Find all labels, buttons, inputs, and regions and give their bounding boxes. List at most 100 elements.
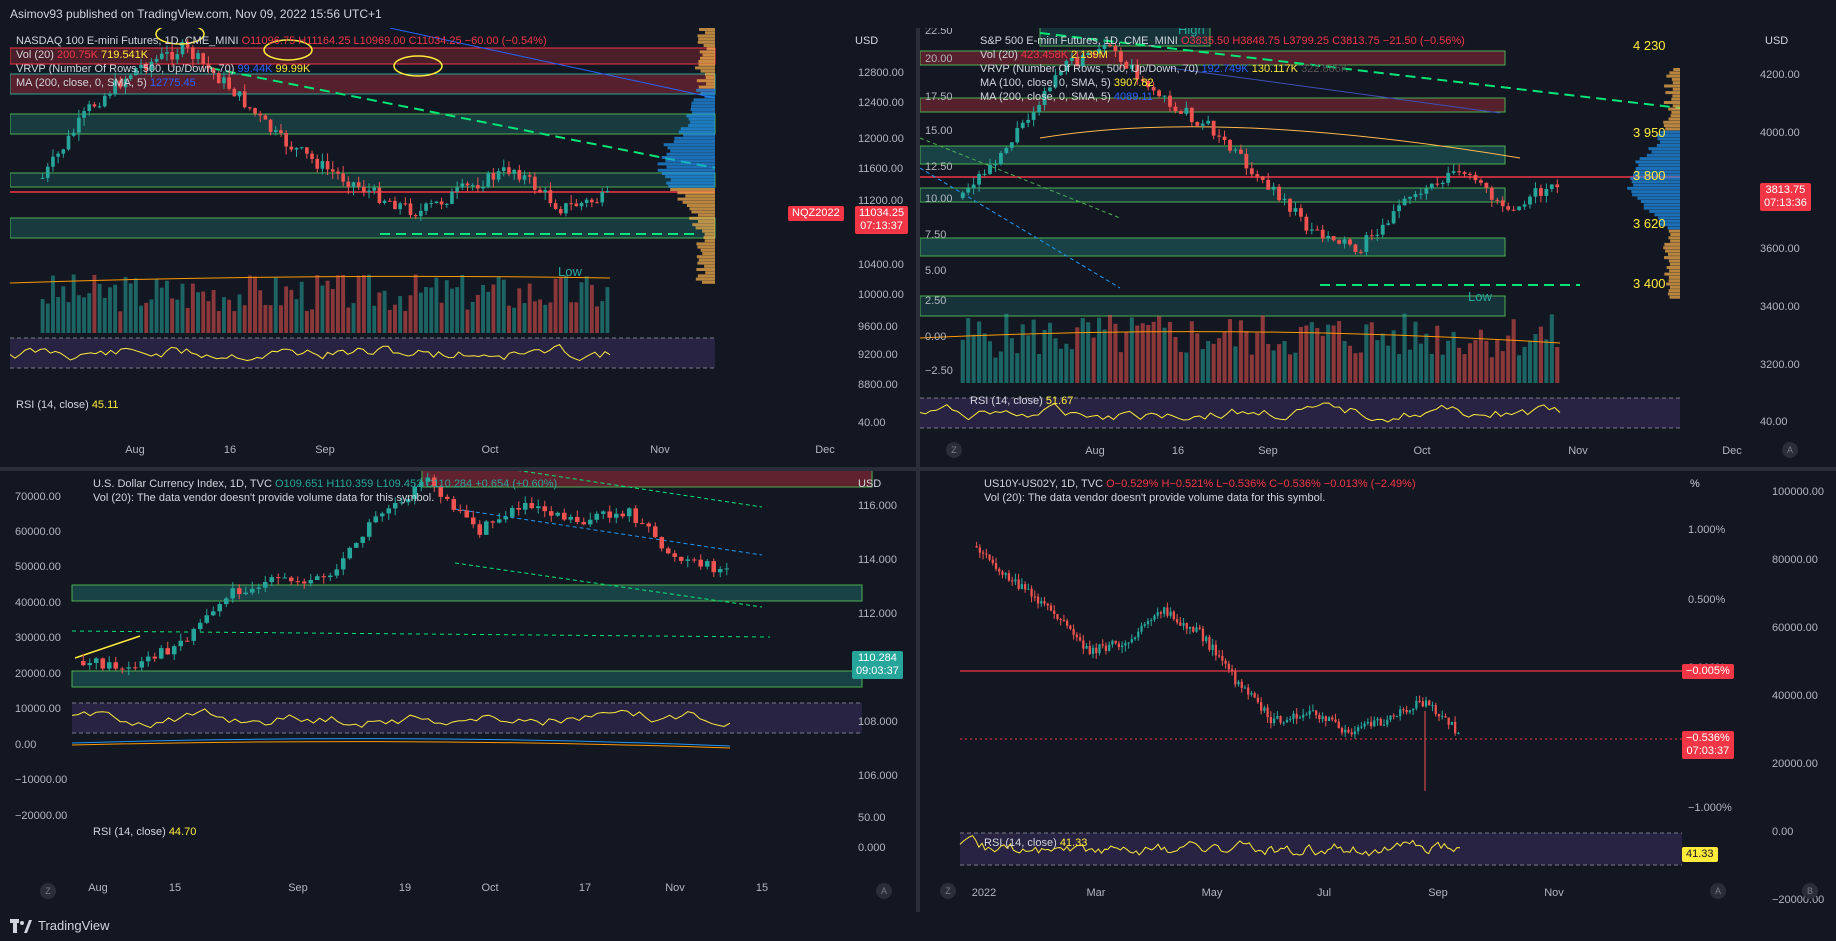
nq-open: O11096.75 <box>242 35 296 47</box>
dxy-x-tick: Oct <box>481 882 498 894</box>
nq-volume-bar <box>248 275 252 333</box>
nq-candle <box>507 167 511 174</box>
nq-candle <box>362 187 366 192</box>
nq-volume-bar <box>326 281 330 333</box>
dxy-candle <box>718 569 723 572</box>
nq-low: L10969.00 <box>354 35 406 47</box>
nq-candle <box>414 215 418 216</box>
spread-zoom-button[interactable]: Z <box>940 883 956 899</box>
es-volume-bar <box>1064 344 1068 383</box>
spread-candle <box>1118 643 1120 647</box>
es-zoom-button[interactable]: Z <box>946 442 962 458</box>
nq-candle <box>315 159 319 169</box>
es-left-tick: 2.50 <box>925 295 946 307</box>
dxy-candle <box>679 557 684 561</box>
es-candle <box>1266 180 1270 190</box>
dxy-zoom-button[interactable]: Z <box>40 883 56 899</box>
dxy-candle <box>172 646 177 654</box>
nq-vrvp-bar <box>671 178 715 181</box>
dxy-left-tick: 40000.00 <box>15 597 61 609</box>
nq-volume-bar <box>455 287 459 333</box>
nq-volume-bar <box>554 279 558 333</box>
tradingview-logo[interactable]: TradingView <box>10 918 110 933</box>
nq-volume-bar <box>320 285 324 333</box>
es-chart-panel[interactable]: 22.50 20.00 17.50 15.00 12.50 10.00 7.50 5.00 2.… <box>920 28 1836 465</box>
dxy-left-tick: 30000.00 <box>15 632 61 644</box>
dxy-auto-button[interactable]: A <box>876 883 892 899</box>
dxy-candle <box>607 511 612 517</box>
es-volume-bar <box>1217 338 1221 383</box>
spread-candle <box>1296 714 1298 719</box>
nq-volume-bar <box>564 276 568 333</box>
nq-candle <box>41 178 45 179</box>
nq-candle <box>481 187 485 188</box>
spread-high: H−0.521% <box>1161 478 1213 490</box>
nq-volume-bar <box>305 311 309 333</box>
dxy-candle <box>178 641 183 646</box>
spread-candle <box>1024 584 1026 589</box>
es-vrvp-bar <box>1663 121 1680 124</box>
spread-auto-button[interactable]: A <box>1710 883 1726 899</box>
es-vrvp-bar <box>1657 144 1680 147</box>
es-candle <box>1288 199 1292 212</box>
nq-vrvp-bar <box>696 242 715 245</box>
nq-volume-bar <box>569 302 573 333</box>
spread-candle <box>1205 637 1207 641</box>
nq-volume-bar <box>232 311 236 333</box>
dxy-macd-tick: 0.000 <box>858 842 886 854</box>
nq-y-tick: 11600.00 <box>858 163 903 175</box>
nq-candle <box>238 91 242 96</box>
nq-candle <box>82 111 86 118</box>
nq-candle <box>476 185 480 188</box>
nq-candle <box>56 154 60 157</box>
spread-candle <box>1111 641 1113 645</box>
dxy-candle <box>672 553 677 557</box>
spread-candle <box>1076 635 1078 637</box>
dxy-candle <box>191 629 196 641</box>
nq-vrvp-bar <box>691 102 715 105</box>
nq-volume-bar <box>414 274 418 333</box>
spread-open: O−0.529% <box>1106 478 1158 490</box>
es-vrvp-bar <box>1644 207 1680 210</box>
es-volume-bar <box>1452 332 1456 383</box>
es-volume-bar <box>983 333 987 383</box>
dxy-rsi-tick: 50.00 <box>858 812 886 824</box>
es-volume-bar <box>1244 331 1248 383</box>
spread-chart-panel[interactable]: 1.000%0.500%0.000%−0.500%−1.000%100000.0… <box>920 471 1836 912</box>
nq-y-tick: 9200.00 <box>858 349 898 361</box>
es-candle <box>994 164 998 165</box>
nq-volume-bar <box>82 297 86 333</box>
nq-volume-bar <box>388 310 392 333</box>
spread-candle <box>1318 715 1320 719</box>
es-candle <box>1397 205 1401 211</box>
nq-volume-bar <box>352 303 356 333</box>
nq-chart-svg[interactable]: 12800.00 12400.00 12000.00 11600.00 11200.00… <box>10 28 916 465</box>
dxy-candle <box>243 593 248 594</box>
spread-candle <box>1376 719 1378 721</box>
nq-volume-bar <box>486 292 490 333</box>
dxy-chart-panel[interactable]: 70000.00 60000.00 50000.00 40000.00 30000.00… <box>10 471 916 912</box>
nq-vrvp-bar <box>702 252 715 255</box>
spread-candle <box>1444 716 1446 717</box>
dxy-candle <box>113 662 118 668</box>
nq-vrvp-bar <box>702 230 715 233</box>
spread-candle <box>1224 661 1226 664</box>
nq-chart-panel[interactable]: 12800.00 12400.00 12000.00 11600.00 11200.00… <box>10 28 916 465</box>
spread-candle <box>1263 708 1265 711</box>
nq-volume-bar <box>103 298 107 333</box>
es-vrvp-bar <box>1668 236 1680 239</box>
spread-candle <box>1276 716 1278 719</box>
spread-scale-button[interactable]: B <box>1802 883 1818 899</box>
nq-vrvp-bar <box>701 70 715 73</box>
es-volume-bar <box>977 321 981 383</box>
es-vrvp-bar <box>1670 286 1680 289</box>
nq-volume-bar <box>476 295 480 333</box>
nq-volume-bar <box>398 296 402 333</box>
nq-candle <box>502 167 506 171</box>
es-auto-button[interactable]: A <box>1782 442 1798 458</box>
spread-candle <box>1001 571 1003 574</box>
dxy-chart-svg[interactable]: 70000.00 60000.00 50000.00 40000.00 30000.00… <box>10 471 916 912</box>
es-high: H3848.75 <box>1232 35 1280 47</box>
nq-x-tick: Oct <box>481 444 498 456</box>
es-candle <box>1212 121 1216 136</box>
